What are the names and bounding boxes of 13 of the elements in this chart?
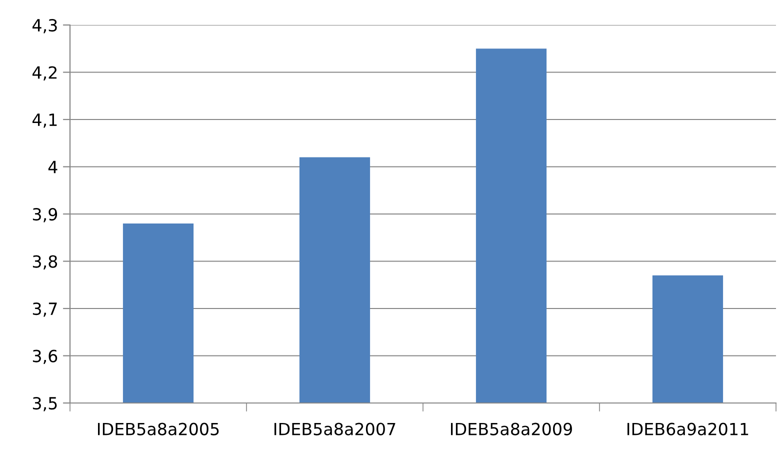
y-tick-label: 3,6 [32, 350, 58, 364]
y-tick-label: 3,5 [32, 396, 57, 412]
x-tick-label: IDEB5a8a2007 [274, 422, 396, 436]
x-tick-label: IDEB6a9a2011 [628, 422, 748, 436]
x-tick-label: IDEB5a8a2009 [451, 422, 572, 436]
y-tick-label: 3,8 [32, 255, 58, 270]
y-tick-label: 3,7 [32, 302, 57, 317]
x-tick-label: IDEB5a8a2005 [98, 422, 219, 436]
y-tick-label: 4,3 [32, 18, 57, 34]
y-tick-label: 4,1 [32, 114, 57, 128]
y-tick-label: 3,9 [32, 208, 58, 222]
y-tick-label: 4 [48, 160, 58, 174]
y-tick-label: 4,2 [32, 66, 57, 81]
